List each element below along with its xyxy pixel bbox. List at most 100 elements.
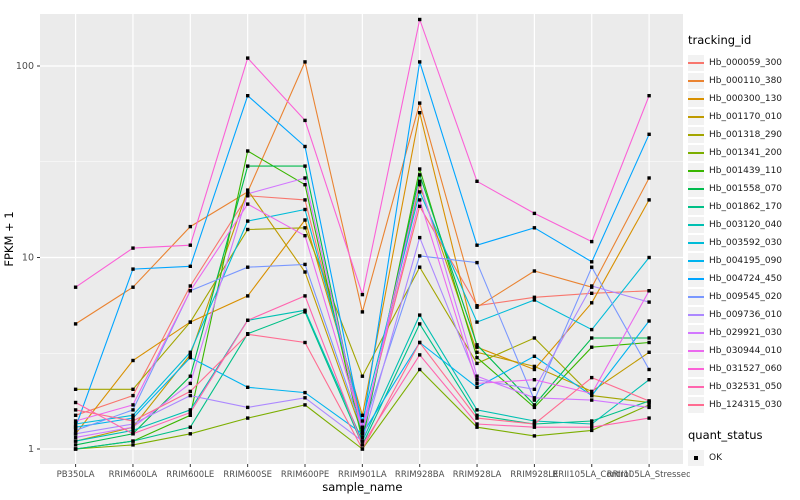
data-point xyxy=(246,164,250,168)
data-point xyxy=(647,340,651,345)
data-point xyxy=(131,358,135,363)
data-point xyxy=(73,428,78,433)
legend-key-line-icon xyxy=(688,397,704,413)
data-point xyxy=(188,353,192,357)
data-point xyxy=(647,367,651,372)
data-point xyxy=(360,292,365,297)
legend-item: Hb_000300_130 xyxy=(688,90,800,108)
data-point xyxy=(590,393,594,398)
data-point xyxy=(418,235,422,240)
x-tick-label: PB350LA xyxy=(57,470,95,480)
legend-key-line-icon xyxy=(688,271,704,287)
data-point xyxy=(188,374,192,378)
data-point xyxy=(131,285,135,289)
data-point xyxy=(73,447,78,451)
legend-key-line-icon xyxy=(688,145,704,161)
data-point xyxy=(188,355,192,360)
data-point xyxy=(188,350,192,354)
legend-item-label: Hb_001341_200 xyxy=(709,148,783,158)
legend-key-line-icon xyxy=(688,199,704,215)
data-point xyxy=(303,294,307,298)
data-point xyxy=(188,264,192,268)
data-point xyxy=(532,403,537,407)
data-point xyxy=(418,353,422,357)
data-point xyxy=(188,432,192,436)
legend-key-line-icon xyxy=(688,361,704,377)
data-point xyxy=(303,118,307,123)
data-point xyxy=(647,378,651,382)
data-point xyxy=(73,422,78,426)
data-point xyxy=(303,144,307,149)
data-point xyxy=(303,176,307,180)
data-point xyxy=(475,416,479,420)
data-point xyxy=(590,260,594,264)
data-point xyxy=(418,367,422,372)
data-point xyxy=(647,176,651,180)
legend-key-line-icon xyxy=(688,181,704,197)
data-point xyxy=(532,295,537,299)
data-point xyxy=(418,101,422,105)
data-point xyxy=(590,327,594,332)
legend-group-quant-status: quant_status OK xyxy=(688,428,800,467)
data-point xyxy=(590,301,594,305)
legend-item-label: Hb_000300_130 xyxy=(709,94,783,104)
data-point xyxy=(590,428,594,433)
legend-item-label: Hb_009736_010 xyxy=(709,310,783,320)
data-point xyxy=(532,396,537,400)
legend-panel: tracking_id Hb_000059_300 Hb_000110_380 Hb… xyxy=(688,0,800,500)
data-point xyxy=(532,387,537,391)
data-point xyxy=(303,403,307,407)
data-point xyxy=(360,432,365,436)
data-point xyxy=(188,389,192,394)
data-point xyxy=(647,255,651,260)
data-point xyxy=(418,167,422,171)
data-point xyxy=(131,419,135,423)
data-point xyxy=(647,319,651,323)
data-point xyxy=(131,439,135,443)
legend-item: Hb_004724_450 xyxy=(688,270,800,288)
data-point xyxy=(246,227,250,232)
data-point xyxy=(131,425,135,429)
data-point xyxy=(418,254,422,258)
data-point xyxy=(246,318,250,322)
data-point xyxy=(647,94,651,98)
data-point xyxy=(303,218,307,222)
data-point xyxy=(303,198,307,202)
data-point xyxy=(131,428,135,433)
data-point xyxy=(360,310,365,314)
legend-item-label: Hb_003592_030 xyxy=(709,238,783,248)
data-point xyxy=(131,387,135,391)
data-point xyxy=(73,432,78,436)
data-point xyxy=(360,425,365,429)
legend-item-label: Hb_001862_170 xyxy=(709,202,783,212)
data-point xyxy=(647,336,651,340)
y-axis-title: FPKM + 1 xyxy=(2,211,16,266)
legend-item-label: Hb_009545_020 xyxy=(709,292,783,302)
data-point xyxy=(73,408,78,412)
data-point xyxy=(418,111,422,115)
data-point xyxy=(303,308,307,312)
data-point xyxy=(647,289,651,293)
legend-item-label: Hb_030944_010 xyxy=(709,346,783,356)
legend-item: Hb_030944_010 xyxy=(688,342,800,360)
legend-item-label: Hb_000059_300 xyxy=(709,58,783,68)
data-point xyxy=(418,60,422,64)
legend-item-label: OK xyxy=(709,453,722,463)
legend-item: Hb_032531_050 xyxy=(688,378,800,396)
data-point xyxy=(246,56,250,60)
legend-title-quant-status: quant_status xyxy=(688,428,763,442)
legend-item-label: Hb_029921_030 xyxy=(709,328,783,338)
x-tick-label: RRIM600LA xyxy=(109,470,158,480)
data-point xyxy=(418,322,422,326)
x-tick-label: RRIM600SE xyxy=(223,470,272,480)
data-point xyxy=(647,416,651,420)
data-point xyxy=(532,405,537,410)
data-point xyxy=(246,188,250,192)
legend-item: Hb_000059_300 xyxy=(688,54,800,72)
legend-item-label: Hb_003120_040 xyxy=(709,220,783,230)
data-point xyxy=(647,405,651,410)
data-point xyxy=(590,284,594,288)
data-point xyxy=(131,432,135,436)
legend-item-label: Hb_001558_070 xyxy=(709,184,783,194)
